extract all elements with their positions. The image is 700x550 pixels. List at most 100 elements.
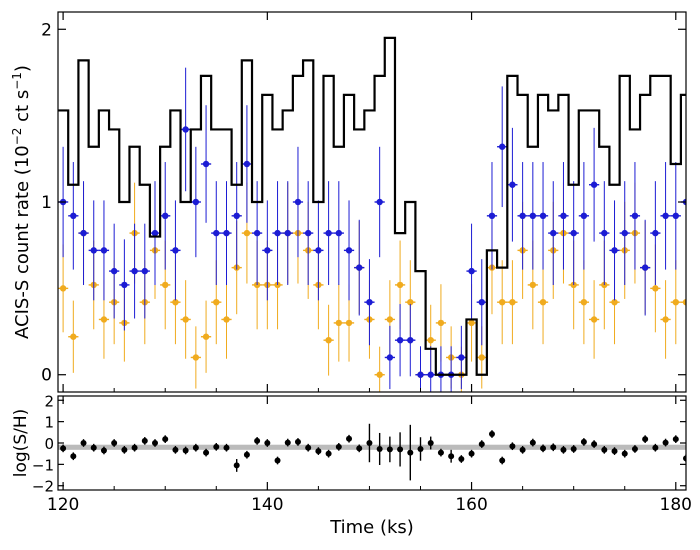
ratio-point-36 <box>427 440 434 446</box>
ratio-point-20 <box>264 440 271 446</box>
ylabel-mid: ct s <box>12 90 33 128</box>
soft-point-42 <box>488 212 496 220</box>
bottom-ytick-label-0: 2 <box>44 392 54 410</box>
ratio-point-5 <box>111 440 118 446</box>
soft-point-31 <box>376 198 383 206</box>
hard-point-36 <box>427 336 434 344</box>
log-ratio-series <box>60 423 686 481</box>
soft-point-44 <box>509 181 516 188</box>
ratio-point-0 <box>60 445 67 452</box>
ylabel-exp2: −1 <box>10 72 24 90</box>
soft-point-8 <box>141 267 148 275</box>
soft-point-21 <box>274 229 281 237</box>
ratio-point-3 <box>90 444 97 451</box>
ratio-point-38 <box>448 453 455 460</box>
hard-point-43 <box>498 298 506 306</box>
soft-point-36 <box>427 371 434 378</box>
soft-point-30 <box>366 298 373 306</box>
ratio-point-46 <box>529 439 536 446</box>
hard-point-52 <box>590 316 598 323</box>
hard-point-51 <box>580 298 588 306</box>
soft-point-14 <box>202 160 210 168</box>
soft-point-48 <box>550 229 557 237</box>
y-axis-label-bottom: log(S/H) <box>11 409 31 477</box>
hard-point-0 <box>59 285 67 292</box>
soft-point-40 <box>468 267 475 275</box>
ratio-point-10 <box>162 436 169 443</box>
hard-point-58 <box>652 285 659 292</box>
soft-point-11 <box>172 247 179 254</box>
soft-point-28 <box>345 247 353 254</box>
hard-point-40 <box>468 319 475 327</box>
soft-point-60 <box>672 212 679 220</box>
soft-point-10 <box>162 212 169 220</box>
soft-point-34 <box>407 336 414 344</box>
hard-point-34 <box>407 298 414 306</box>
soft-point-29 <box>356 264 363 271</box>
soft-point-3 <box>90 247 97 254</box>
ratio-point-32 <box>386 446 393 453</box>
ratio-point-53 <box>601 446 608 453</box>
hard-point-46 <box>529 281 537 289</box>
hard-point-13 <box>192 354 200 361</box>
ratio-point-18 <box>243 451 250 458</box>
ratio-point-54 <box>611 448 618 455</box>
hard-point-62 <box>693 264 699 270</box>
y-axis-label-top: ACIS-S count rate (10−2 ct s−1) <box>10 65 33 339</box>
ratio-point-56 <box>631 445 638 452</box>
ratio-point-30 <box>366 440 373 446</box>
soft-band-series <box>58 67 686 392</box>
soft-point-2 <box>80 229 87 237</box>
soft-point-57 <box>641 264 649 271</box>
ratio-point-14 <box>203 449 210 456</box>
top-ytick-label-2: 2 <box>41 20 52 40</box>
ratio-point-22 <box>284 439 291 446</box>
ratio-point-16 <box>223 444 230 451</box>
soft-point-52 <box>590 181 598 188</box>
hard-point-1 <box>70 333 77 340</box>
top-panel-ticks: 0 1 2 <box>41 12 686 392</box>
bottom-ytick-label-2: 0 <box>44 435 54 453</box>
top-ytick-label-0: 0 <box>41 366 52 386</box>
soft-point-20 <box>264 247 271 254</box>
hard-point-37 <box>437 319 445 327</box>
soft-point-43 <box>498 143 506 150</box>
soft-point-23 <box>294 198 302 206</box>
soft-point-41 <box>478 298 485 306</box>
soft-point-39 <box>458 354 465 361</box>
soft-point-26 <box>325 229 332 237</box>
soft-point-46 <box>529 212 537 220</box>
soft-point-59 <box>662 212 669 220</box>
soft-point-56 <box>631 212 639 220</box>
total-step-line <box>58 36 686 376</box>
hard-band-series <box>58 182 699 392</box>
hard-point-54 <box>611 298 618 306</box>
bottom-ytick-label-1: 1 <box>44 414 54 432</box>
ratio-point-28 <box>346 435 353 442</box>
ratio-point-34 <box>407 449 414 456</box>
soft-point-50 <box>570 229 577 237</box>
hard-point-27 <box>335 319 343 327</box>
soft-point-51 <box>580 212 588 220</box>
top-panel-frame <box>57 11 687 393</box>
hard-point-4 <box>100 316 108 323</box>
ratio-point-2 <box>80 440 87 446</box>
soft-point-22 <box>284 229 291 237</box>
soft-point-1 <box>70 212 77 220</box>
ratio-point-52 <box>591 441 598 448</box>
soft-point-16 <box>223 229 230 237</box>
hard-point-28 <box>345 319 353 327</box>
ratio-point-12 <box>182 447 189 454</box>
soft-point-9 <box>151 229 159 237</box>
hard-point-15 <box>213 298 220 306</box>
ratio-point-43 <box>499 457 506 464</box>
bottom-ytick-label-3: −1 <box>32 456 54 474</box>
hard-point-14 <box>202 333 210 340</box>
ratio-point-8 <box>141 437 148 444</box>
ratio-point-29 <box>356 445 363 452</box>
ylabel-end: ) <box>12 65 33 72</box>
mean-ratio-band <box>58 444 686 450</box>
soft-point-13 <box>192 198 200 206</box>
